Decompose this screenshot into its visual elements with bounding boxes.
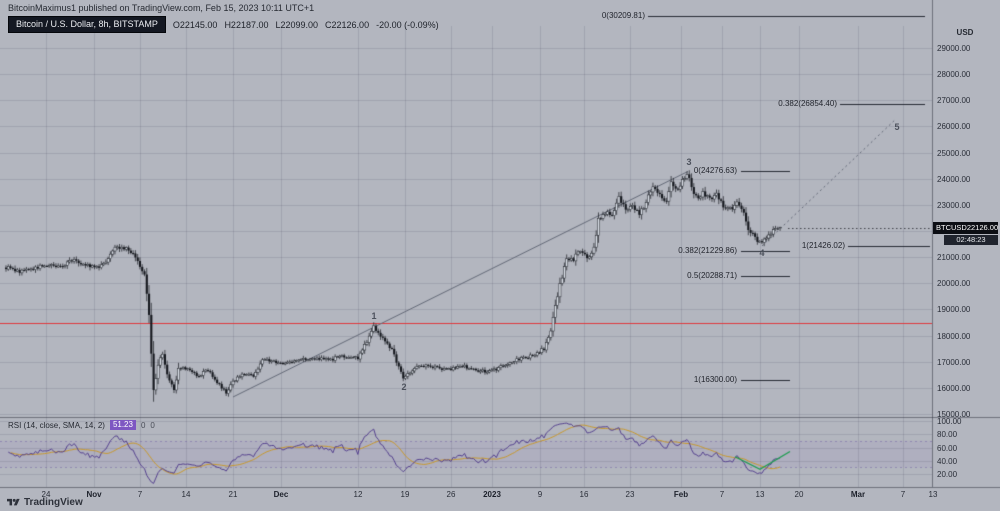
- rsi-indicator-title[interactable]: RSI (14, close, SMA, 14, 2): [8, 420, 105, 430]
- rsi-current-value: 51.23: [109, 420, 136, 430]
- bar-countdown-badge: 02:48:23: [944, 234, 998, 245]
- badge-symbol: BTCUSD: [936, 222, 967, 232]
- symbol-title[interactable]: Bitcoin / U.S. Dollar, 8h, BITSTAMP: [8, 16, 166, 33]
- tradingview-brand: TradingView: [24, 497, 83, 508]
- price-axis-currency: USD: [956, 28, 974, 37]
- ohlc-high: H22187.00: [224, 19, 269, 30]
- ohlc-change: -20.00 (-0.09%): [376, 19, 439, 30]
- rsi-legend: RSI (14, close, SMA, 14, 2) 51.23 0 0: [8, 420, 155, 430]
- symbol-legend: Bitcoin / U.S. Dollar, 8h, BITSTAMP O221…: [8, 16, 439, 33]
- rsi-extra-1: 0: [140, 420, 146, 430]
- last-price-badge[interactable]: BTCUSD 22126.00: [933, 221, 999, 234]
- ohlc-open: O22145.00: [172, 19, 218, 30]
- ohlc-close: C22126.00: [325, 19, 370, 30]
- ohlc-low: L22099.00: [275, 19, 319, 30]
- tradingview-watermark[interactable]: TradingView: [7, 496, 83, 509]
- badge-price: 22126.00: [966, 222, 999, 232]
- publish-header: BitcoinMaximus1 published on TradingView…: [8, 3, 315, 13]
- rsi-extra-2: 0: [150, 420, 155, 430]
- tradingview-logo-icon: [7, 498, 20, 506]
